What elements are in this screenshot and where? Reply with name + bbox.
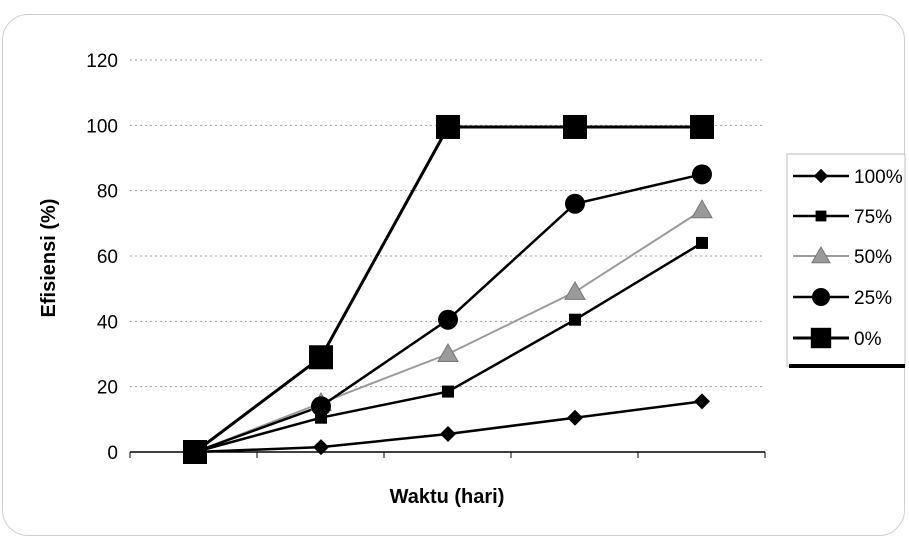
legend-label: 75%: [854, 207, 892, 228]
legend-label: 25%: [854, 288, 892, 309]
legend-label: 100%: [854, 167, 903, 188]
marker-square-large: [436, 114, 460, 139]
marker-diamond: [440, 426, 456, 443]
marker-triangle: [811, 245, 831, 264]
marker-square-large: [690, 114, 714, 139]
series-markers: [183, 114, 714, 464]
marker-circle: [692, 164, 712, 185]
marker-square: [696, 236, 708, 249]
x-tick-marks: [129, 452, 766, 458]
marker-square: [569, 313, 581, 326]
legend-box: [786, 153, 906, 367]
y-tick-label: 20: [97, 378, 118, 399]
series-line: [194, 209, 703, 453]
marker-square-large: [563, 114, 587, 139]
marker-square-large: [309, 345, 333, 370]
marker-triangle: [564, 280, 586, 300]
marker-circle: [438, 309, 458, 330]
y-tick-label: 40: [97, 312, 118, 333]
y-tick-label: 120: [86, 51, 118, 72]
legend-label: 0%: [854, 329, 882, 350]
series-lines: [194, 125, 703, 454]
legend-label: 50%: [854, 247, 892, 268]
marker-diamond: [694, 393, 710, 410]
marker-diamond: [567, 409, 583, 426]
chart-frame: [2, 14, 905, 536]
marker-square: [442, 385, 454, 398]
marker-diamond: [813, 168, 829, 184]
marker-triangle: [437, 342, 459, 362]
marker-diamond: [313, 439, 329, 456]
y-tick-label: 0: [107, 443, 118, 464]
y-tick-label: 60: [97, 247, 118, 268]
marker-circle: [311, 396, 331, 417]
gridlines: [130, 59, 765, 388]
y-tick-label: 80: [97, 182, 118, 203]
y-tick-label: 100: [86, 116, 118, 137]
legend: 100% 75% 50% 25% 0%: [786, 153, 906, 368]
marker-square: [815, 210, 827, 222]
marker-circle: [565, 193, 585, 214]
y-axis-title: Efisiensi (%): [38, 199, 60, 318]
marker-square-large: [810, 327, 832, 349]
marker-circle: [812, 288, 830, 306]
marker-triangle: [691, 199, 713, 219]
marker-square-large: [183, 440, 207, 464]
x-axis-title: Waktu (hari): [390, 486, 505, 508]
y-tick-labels: 0 20 40 60 80 100 120: [86, 51, 118, 464]
